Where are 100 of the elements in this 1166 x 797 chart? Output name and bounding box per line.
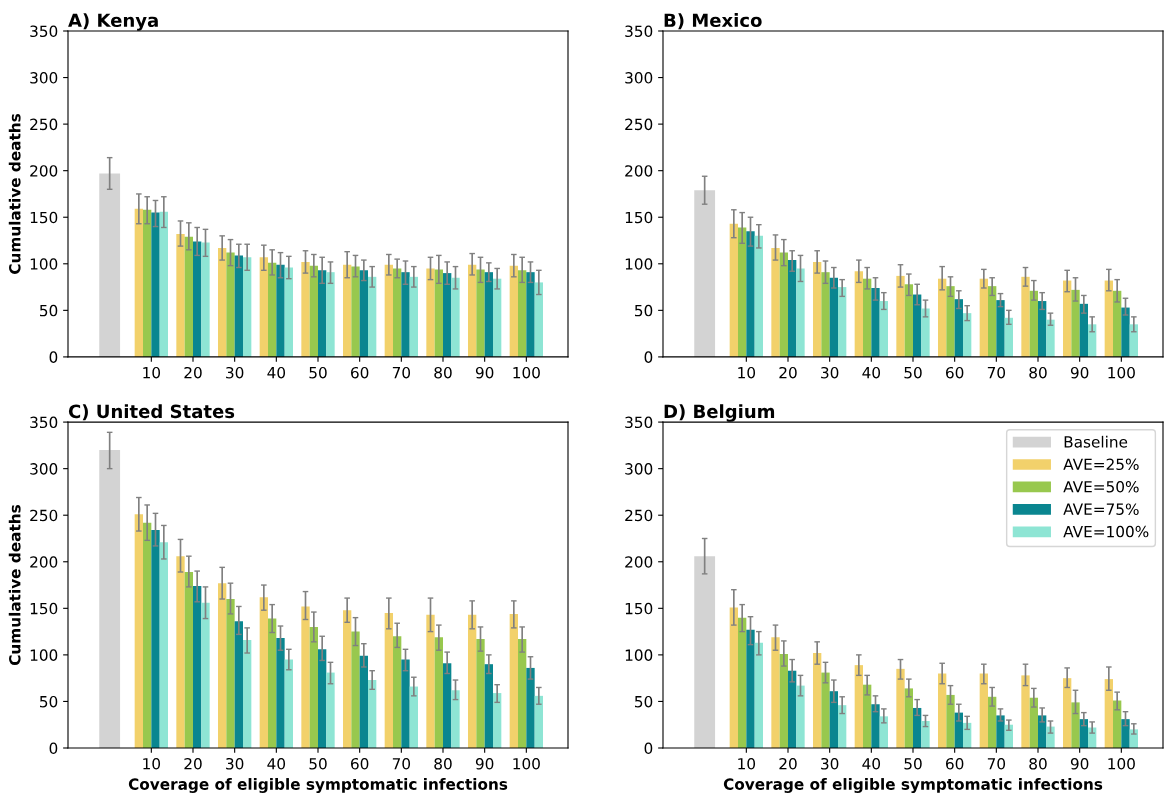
x-tick-label: 100 bbox=[513, 757, 540, 770]
x-axis-title: Coverage of eligible symptomatic infections bbox=[723, 778, 1103, 793]
bar bbox=[301, 261, 310, 357]
bar bbox=[343, 264, 352, 357]
bar bbox=[788, 260, 797, 357]
bar bbox=[746, 629, 755, 748]
y-tick-label: 100 bbox=[625, 258, 653, 270]
bar bbox=[821, 672, 830, 748]
x-tick-label: 20 bbox=[184, 757, 202, 770]
bar bbox=[938, 673, 947, 748]
y-tick-label: 0 bbox=[49, 742, 58, 755]
y-tick-label: 100 bbox=[30, 649, 58, 661]
chart-title: B) Mexico bbox=[664, 13, 762, 30]
y-tick-label: 350 bbox=[30, 416, 58, 429]
bar bbox=[434, 269, 443, 357]
bar bbox=[384, 612, 393, 748]
x-tick-label: 10 bbox=[738, 366, 756, 379]
x-tick-label: 50 bbox=[904, 366, 922, 379]
y-tick-label: 350 bbox=[625, 416, 653, 429]
bar bbox=[176, 233, 185, 357]
x-tick-label: 50 bbox=[309, 366, 327, 379]
bar bbox=[134, 514, 143, 748]
y-tick-label: 0 bbox=[644, 351, 653, 363]
y-axis-title: Cumulative deaths bbox=[8, 505, 21, 666]
bar bbox=[526, 667, 535, 748]
bar bbox=[201, 602, 210, 748]
bar bbox=[754, 642, 763, 748]
x-tick-label: 60 bbox=[946, 757, 964, 770]
bar bbox=[218, 583, 227, 748]
bar bbox=[518, 270, 527, 357]
bar bbox=[143, 522, 152, 748]
x-tick-label: 50 bbox=[904, 757, 922, 770]
bar bbox=[1104, 280, 1113, 357]
x-tick-label: 40 bbox=[267, 366, 286, 379]
y-tick-label: 0 bbox=[49, 351, 58, 363]
bar bbox=[426, 268, 435, 357]
x-tick-label: 70 bbox=[987, 366, 1006, 379]
x-tick-label: 70 bbox=[987, 757, 1006, 770]
bar bbox=[829, 691, 838, 748]
bar bbox=[359, 270, 368, 357]
y-tick-label: 250 bbox=[30, 509, 58, 522]
bar bbox=[484, 272, 493, 357]
x-tick-label: 100 bbox=[513, 366, 540, 379]
bar bbox=[738, 617, 747, 748]
x-tick-label: 20 bbox=[779, 757, 797, 770]
bar bbox=[963, 313, 972, 357]
bar bbox=[796, 685, 805, 748]
x-tick-label: 70 bbox=[392, 366, 411, 379]
bar bbox=[694, 190, 716, 357]
x-tick-label: 50 bbox=[309, 757, 327, 770]
bar bbox=[838, 287, 847, 357]
bar bbox=[301, 606, 310, 748]
y-tick-label: 300 bbox=[30, 72, 58, 84]
bar bbox=[201, 242, 210, 357]
x-tick-label: 10 bbox=[143, 366, 161, 379]
y-tick-label: 0 bbox=[644, 742, 653, 755]
y-tick-label: 250 bbox=[625, 509, 653, 522]
bar bbox=[318, 270, 327, 357]
bar bbox=[468, 264, 477, 357]
bar bbox=[409, 686, 418, 748]
bar bbox=[788, 670, 797, 748]
bar bbox=[988, 696, 997, 748]
x-tick-label: 40 bbox=[862, 757, 881, 770]
y-tick-label: 200 bbox=[30, 556, 58, 568]
x-tick-label: 90 bbox=[475, 757, 494, 770]
bar bbox=[813, 653, 822, 748]
bar bbox=[99, 450, 121, 748]
x-tick-label: 90 bbox=[1070, 366, 1089, 379]
x-tick-label: 30 bbox=[821, 757, 839, 770]
y-tick-label: 300 bbox=[625, 72, 653, 84]
bar bbox=[234, 255, 243, 357]
x-tick-label: 80 bbox=[1029, 757, 1047, 770]
y-axis-title: Cumulative deaths bbox=[8, 113, 21, 274]
bar bbox=[838, 705, 847, 748]
bar bbox=[1029, 290, 1038, 357]
y-tick-label: 250 bbox=[30, 118, 58, 131]
bar bbox=[813, 261, 822, 357]
bar bbox=[484, 664, 493, 748]
bar bbox=[988, 286, 997, 357]
bar bbox=[243, 639, 252, 748]
x-tick-label: 20 bbox=[184, 366, 202, 379]
bar bbox=[151, 212, 160, 357]
bar bbox=[443, 273, 452, 357]
bar bbox=[754, 235, 763, 357]
bar bbox=[954, 299, 963, 357]
x-tick-label: 30 bbox=[226, 757, 244, 770]
bar bbox=[854, 665, 863, 748]
chart-title: C) United States bbox=[68, 404, 235, 421]
bar bbox=[1079, 303, 1088, 357]
bar bbox=[1121, 719, 1130, 748]
bar bbox=[779, 653, 788, 748]
bar bbox=[904, 284, 913, 357]
bar bbox=[384, 264, 393, 357]
bar bbox=[99, 173, 121, 357]
bar bbox=[1063, 280, 1072, 357]
y-tick-label: 200 bbox=[30, 165, 58, 177]
bar bbox=[854, 271, 863, 357]
bar bbox=[159, 542, 168, 748]
bar bbox=[243, 257, 252, 357]
bar bbox=[1071, 702, 1080, 748]
